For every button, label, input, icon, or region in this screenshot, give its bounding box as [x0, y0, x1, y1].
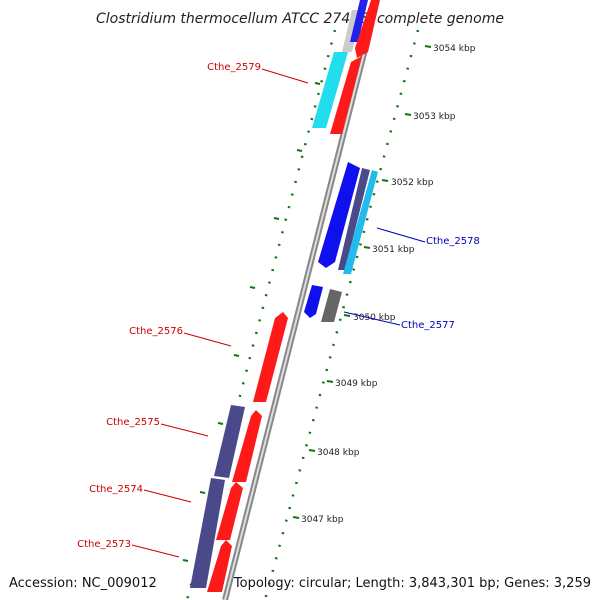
kbp-tick-label: 3049 kbp [335, 379, 378, 389]
kbp-tick: 3053 kbp [404, 112, 456, 122]
gene-feature[interactable] [216, 482, 243, 540]
gene-cluster-2577 [304, 285, 342, 322]
gene-feature[interactable] [304, 285, 323, 318]
kbp-tick-label: 3047 kbp [301, 515, 344, 525]
gene-feature[interactable] [321, 289, 342, 322]
kbp-tick: 3050 kbp [343, 313, 396, 323]
kbp-tick-label: 3050 kbp [353, 313, 396, 323]
gene-label-cthe-2579[interactable]: Cthe_2579 [207, 62, 309, 84]
gene-label-cthe-2577[interactable]: Cthe_2577 [343, 311, 455, 331]
gene-cluster-2574 [190, 478, 243, 588]
gene-feature[interactable] [253, 312, 288, 402]
kbp-tick-label: 3048 kbp [317, 448, 360, 458]
gene-feature[interactable] [318, 162, 360, 268]
gene-feature[interactable] [350, 0, 368, 42]
gene-label-text[interactable]: Cthe_2576 [129, 326, 183, 337]
gene-label-cthe-2574[interactable]: Cthe_2574 [89, 484, 192, 503]
genome-title: Clostridium thermocellum ATCC 27405, com… [96, 11, 504, 27]
gene-label-cthe-2576[interactable]: Cthe_2576 [129, 326, 232, 347]
gene-label-text[interactable]: Cthe_2578 [426, 236, 480, 247]
gene-label-text[interactable]: Cthe_2579 [207, 62, 261, 73]
kbp-tick: 3054 kbp [424, 44, 476, 54]
kbp-tick-label: 3053 kbp [413, 112, 456, 122]
gene-label-cthe-2578[interactable]: Cthe_2578 [376, 227, 480, 247]
left-track-dashes [182, 82, 321, 562]
gene-feature[interactable] [355, 0, 380, 58]
kbp-tick-label: 3051 kbp [372, 245, 415, 255]
kbp-tick: 3048 kbp [308, 448, 360, 458]
gene-label-cthe-2573[interactable]: Cthe_2573 [77, 539, 180, 558]
accession-text: Accession: NC_009012 [9, 576, 157, 591]
gene-feature[interactable] [343, 170, 378, 274]
kbp-tick: 3051 kbp [363, 245, 415, 255]
gene-label-text[interactable]: Cthe_2577 [401, 320, 455, 331]
gene-label-text[interactable]: Cthe_2573 [77, 539, 131, 550]
kbp-tick: 3047 kbp [292, 515, 344, 525]
gene-cluster-2576 [253, 312, 288, 402]
kbp-tick-label: 3052 kbp [391, 178, 434, 188]
kbp-tick-label: 3054 kbp [433, 44, 476, 54]
gene-feature[interactable] [232, 410, 262, 482]
gene-feature[interactable] [214, 405, 245, 478]
gene-feature[interactable] [190, 478, 225, 588]
gene-cluster-2575 [214, 405, 262, 482]
gene-feature[interactable] [312, 52, 348, 128]
gene-label-text[interactable]: Cthe_2574 [89, 484, 143, 495]
gene-label-cthe-2575[interactable]: Cthe_2575 [106, 417, 209, 437]
gene-feature[interactable] [338, 168, 370, 270]
genome-info-text: Topology: circular; Length: 3,843,301 bp… [233, 576, 591, 591]
gene-feature[interactable] [330, 56, 362, 134]
kbp-ticks: 3054 kbp 3053 kbp 3052 kbp 3051 kbp 3050… [292, 44, 476, 525]
gene-label-text[interactable]: Cthe_2575 [106, 417, 160, 428]
gene-feature[interactable] [207, 540, 232, 592]
gene-cluster-2573 [207, 540, 232, 592]
gene-cluster-2578 [318, 162, 378, 274]
kbp-tick: 3052 kbp [381, 178, 434, 188]
kbp-tick: 3049 kbp [326, 379, 378, 389]
gene-cluster-2579 [312, 0, 380, 134]
genome-backbone [222, 29, 373, 600]
